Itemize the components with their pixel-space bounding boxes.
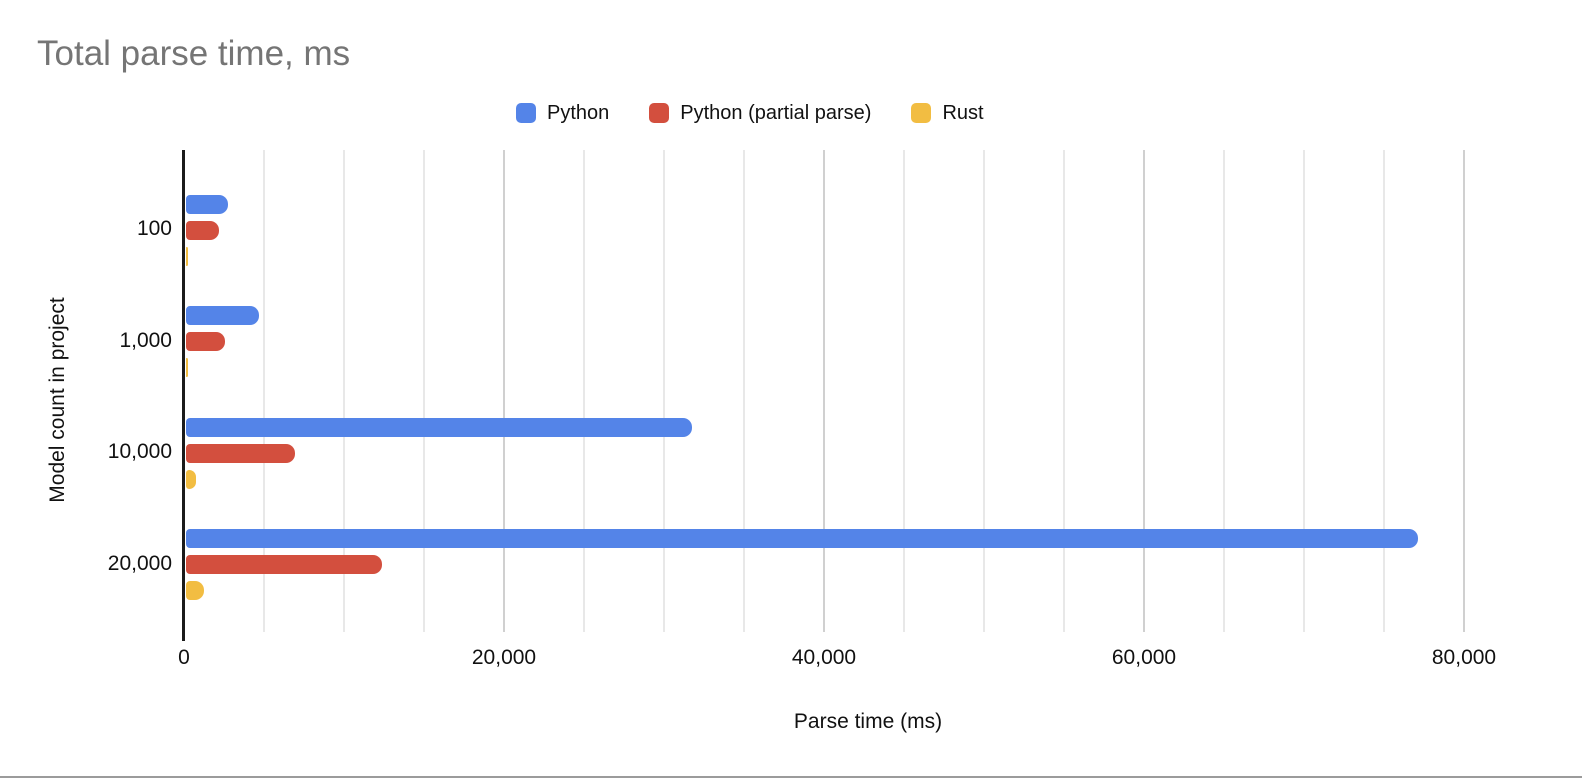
grid-line xyxy=(1143,150,1145,632)
bar-python-partial-parse-10000 xyxy=(186,443,295,463)
grid-line xyxy=(743,150,745,632)
grid-line xyxy=(983,150,985,632)
grid-line xyxy=(903,150,905,632)
y-tick-label: 20,000 xyxy=(107,551,172,575)
legend-item-rust: Rust xyxy=(911,101,984,125)
x-tick-label: 60,000 xyxy=(1111,646,1177,669)
grid-line xyxy=(263,150,265,632)
bar-python-partial-parse-1000 xyxy=(186,332,226,351)
bar-rust-20000 xyxy=(186,581,204,600)
legend-label: Rust xyxy=(942,101,984,124)
bar-rust-10000 xyxy=(186,469,197,489)
grid-line xyxy=(663,150,665,632)
x-axis-title: Parse time (ms) xyxy=(793,710,943,733)
legend-swatch-icon xyxy=(649,103,670,123)
y-tick-label: 10,000 xyxy=(107,440,172,463)
bar-python-10000 xyxy=(186,417,692,437)
chart-title: Total parse time, ms xyxy=(37,34,351,73)
x-tick-label: 0 xyxy=(178,646,190,669)
grid-line xyxy=(343,150,345,632)
legend-item-python-partial-parse: Python (partial parse) xyxy=(649,102,871,125)
legend: Python Python (partial parse) Rust xyxy=(516,100,984,126)
bar-python-partial-parse-20000 xyxy=(186,555,382,574)
x-tick-label: 20,000 xyxy=(471,646,537,669)
bar-python-100 xyxy=(186,194,228,214)
grid-line xyxy=(1303,150,1305,632)
x-tick-label: 40,000 xyxy=(791,646,857,669)
y-tick-label: 1,000 xyxy=(119,328,172,352)
grid-line xyxy=(823,150,825,632)
bar-python-20000 xyxy=(186,529,1418,548)
bar-python-1000 xyxy=(186,306,259,325)
legend-swatch-icon xyxy=(516,103,536,123)
legend-label: Python (partial parse) xyxy=(680,101,872,124)
grid-line xyxy=(583,150,585,632)
y-tick-label: 100 xyxy=(136,217,172,240)
bar-rust-100 xyxy=(186,246,188,266)
legend-item-python: Python xyxy=(516,102,609,125)
legend-swatch-icon xyxy=(911,103,932,123)
legend-label: Python xyxy=(547,101,610,124)
grid-line xyxy=(1223,150,1225,632)
bar-rust-1000 xyxy=(186,358,189,377)
grid-line xyxy=(1063,150,1065,632)
grid-line xyxy=(503,150,505,632)
grid-line xyxy=(423,150,425,632)
y-axis-title: Model count in project xyxy=(46,297,69,503)
bar-python-partial-parse-100 xyxy=(186,220,219,240)
y-axis-line xyxy=(182,150,185,641)
x-tick-label: 80,000 xyxy=(1431,646,1497,669)
grid-line xyxy=(1463,150,1465,632)
grid-line xyxy=(1383,150,1385,632)
